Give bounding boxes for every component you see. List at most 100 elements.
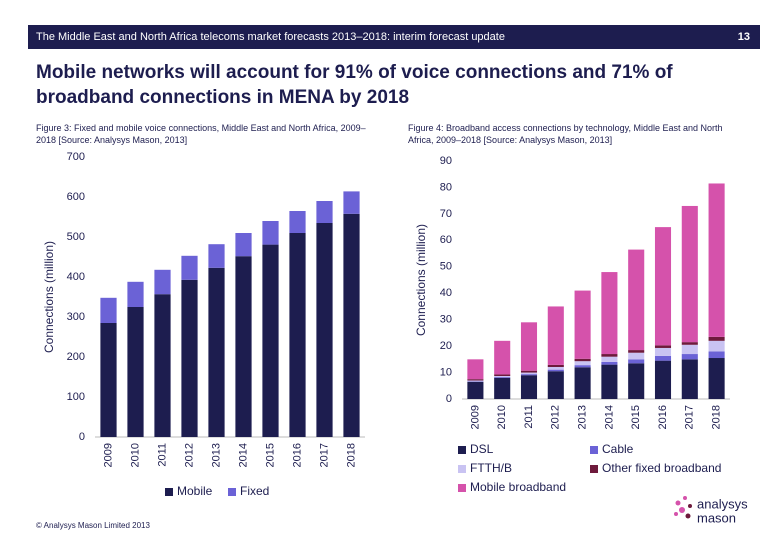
- bar-segment: [289, 233, 306, 437]
- header-bar: The Middle East and North Africa telecom…: [28, 25, 760, 49]
- y-tick-label: 50: [440, 261, 452, 273]
- x-tick-label: 2015: [264, 443, 276, 467]
- bar-segment: [681, 342, 698, 345]
- x-tick-label: 2009: [102, 443, 114, 467]
- bar-segment: [708, 340, 725, 352]
- bar-segment: [316, 201, 333, 223]
- bar-segment: [547, 371, 564, 399]
- bar-segment: [574, 367, 591, 399]
- bar-segment: [494, 374, 511, 376]
- bar-segment: [467, 381, 484, 382]
- y-tick-label: 200: [67, 351, 85, 363]
- bar-segment: [520, 322, 538, 371]
- legend-label: Other fixed broadband: [602, 461, 721, 475]
- bar-segment: [343, 191, 360, 214]
- legend-label: DSL: [470, 442, 494, 456]
- y-axis-label: Connections (million): [414, 224, 428, 336]
- bar-segment: [181, 279, 198, 437]
- legend-label: Mobile broadband: [470, 480, 566, 494]
- bar-segment: [601, 272, 618, 355]
- legend-label: Fixed: [240, 484, 269, 498]
- y-tick-label: 600: [67, 191, 85, 203]
- y-tick-label: 700: [67, 151, 85, 163]
- bar-segment: [628, 249, 645, 351]
- bar-segment: [127, 281, 144, 307]
- bar-segment: [628, 352, 645, 360]
- headline: Mobile networks will account for 91% of …: [36, 62, 673, 108]
- bar-segment: [708, 183, 725, 337]
- bar-segment: [628, 350, 645, 353]
- bar-segment: [100, 323, 117, 437]
- bar-segment: [601, 361, 618, 365]
- footer: © Analysys Mason Limited 2013: [36, 521, 150, 530]
- bar-segment: [601, 354, 618, 357]
- legend-swatch: [458, 465, 466, 473]
- legend-swatch: [228, 488, 236, 496]
- x-tick-label: 2016: [291, 443, 303, 467]
- bar-segment: [208, 244, 225, 268]
- bar-segment: [654, 360, 672, 399]
- page-number: 13: [737, 31, 750, 43]
- x-tick-label: 2010: [129, 443, 141, 467]
- bar-segment: [601, 364, 618, 399]
- bar-segment: [520, 372, 538, 375]
- x-tick-label: 2010: [496, 405, 508, 429]
- bar-segment: [343, 213, 360, 437]
- bar-segment: [262, 221, 279, 245]
- bar-segment: [628, 359, 645, 364]
- bar-segment: [708, 351, 725, 359]
- bar-segment: [547, 367, 564, 370]
- figure-caption: Figure 4: Broadband access connections b…: [408, 123, 723, 145]
- bar-segment: [681, 205, 698, 343]
- x-tick-label: 2013: [577, 405, 589, 429]
- y-tick-label: 10: [440, 366, 452, 378]
- legend-swatch: [590, 465, 598, 473]
- bar-segment: [708, 336, 725, 341]
- y-tick-label: 60: [440, 234, 452, 246]
- figure-caption: Figure 3: Fixed and mobile voice connect…: [36, 123, 366, 145]
- bar-segment: [208, 267, 225, 437]
- x-tick-label: 2018: [711, 405, 723, 429]
- bar-segment: [654, 347, 672, 356]
- legend-label: FTTH/B: [470, 461, 512, 475]
- bar-segment: [494, 377, 511, 378]
- bar-segment: [467, 379, 484, 381]
- x-tick-label: 2017: [684, 405, 696, 429]
- y-tick-label: 300: [67, 311, 85, 323]
- x-tick-label: 2011: [156, 443, 168, 467]
- x-tick-label: 2017: [318, 443, 330, 467]
- x-tick-label: 2016: [657, 405, 669, 429]
- y-tick-label: 20: [440, 340, 452, 352]
- bar-segment: [681, 344, 698, 355]
- bar-segment: [574, 290, 591, 359]
- bar-segment: [154, 269, 171, 295]
- y-axis-label: Connections (million): [42, 241, 56, 353]
- x-tick-label: 2013: [210, 443, 222, 467]
- bar-segment: [467, 381, 484, 399]
- legend-label: Mobile: [177, 484, 213, 498]
- bar-segment: [467, 380, 484, 382]
- y-tick-label: 80: [440, 181, 452, 193]
- bar-segment: [316, 223, 333, 437]
- legend-swatch: [165, 488, 173, 496]
- y-tick-label: 90: [440, 155, 452, 167]
- x-tick-label: 2014: [603, 405, 615, 429]
- bar-segment: [520, 370, 538, 373]
- bar-segment: [235, 256, 252, 437]
- bar-segment: [494, 377, 511, 399]
- bar-segment: [574, 358, 591, 362]
- x-tick-label: 2009: [469, 405, 481, 429]
- y-tick-label: 500: [67, 231, 85, 243]
- bar-segment: [547, 306, 564, 365]
- logo-text: mason: [697, 510, 736, 525]
- x-tick-label: 2015: [630, 405, 642, 429]
- x-tick-label: 2018: [345, 443, 357, 467]
- bar-segment: [289, 211, 306, 233]
- y-tick-label: 70: [440, 208, 452, 220]
- bar-segment: [654, 227, 672, 346]
- legend-swatch: [590, 446, 598, 454]
- bar-segment: [520, 375, 538, 399]
- x-tick-label: 2011: [523, 405, 535, 429]
